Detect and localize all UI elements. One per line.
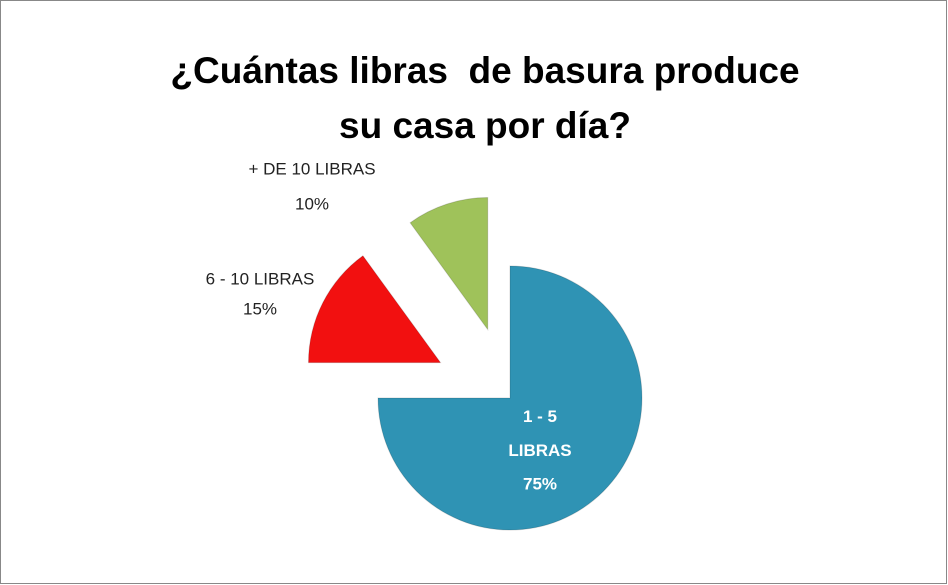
pie-slice <box>377 265 643 531</box>
pie-slice <box>308 255 442 364</box>
pie-slice <box>409 197 489 332</box>
slice-label: 6 - 10 LIBRAS <box>206 269 315 288</box>
chart-title: su casa por día? <box>339 105 631 146</box>
slice-label: 1 - 5 LIBRAS <box>508 407 571 460</box>
slice-value-label: 10% <box>295 194 329 213</box>
slice-value-label: 75% <box>523 474 557 493</box>
chart-title: ¿Cuántas libras de basura produce <box>170 50 799 91</box>
slice-label: + DE 10 LIBRAS <box>248 159 375 178</box>
slice-value-label: 15% <box>243 299 277 318</box>
